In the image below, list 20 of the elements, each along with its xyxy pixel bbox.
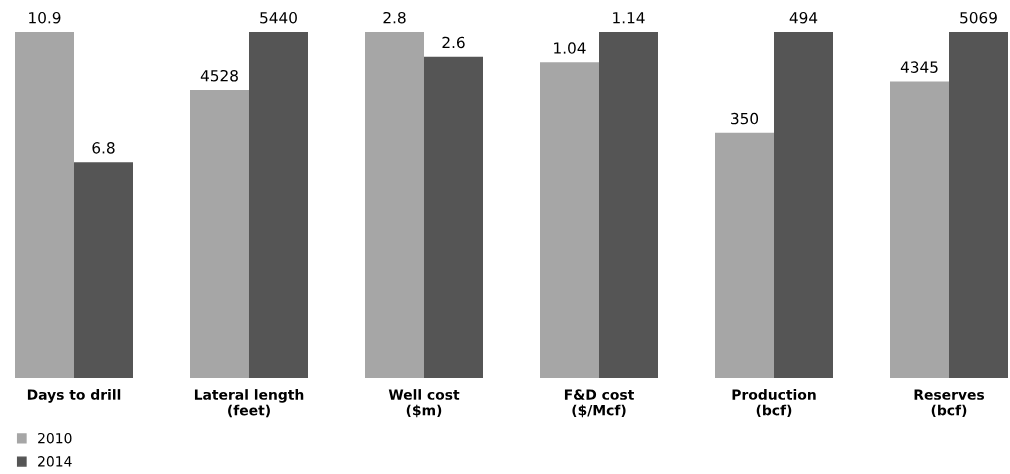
data-label: 5069 [960, 11, 997, 24]
data-label: 350 [731, 112, 759, 125]
x-tick-label: Well cost ($m) [388, 389, 460, 418]
x-tick-label: F&D cost ($/Mcf) [564, 389, 634, 418]
data-label: 10.9 [29, 11, 61, 24]
data-label: 4528 [200, 69, 238, 82]
data-label: 4345 [900, 61, 938, 73]
x-tick-label: Days to drill [27, 389, 121, 403]
x-tick-label: Reserves (bcf) [914, 389, 985, 418]
legend-label: 2010 [38, 432, 72, 444]
data-label: 2.6 [442, 36, 465, 49]
data-label: 494 [789, 11, 818, 24]
data-label: 1.04 [554, 42, 586, 54]
x-tick-label: Production (bcf) [732, 389, 816, 418]
legend-label: 2014 [38, 456, 72, 467]
data-label: 5440 [260, 11, 297, 24]
data-label: 6.8 [92, 142, 115, 154]
data-label: 2.8 [383, 11, 406, 24]
x-tick-label: Lateral length (feet) [194, 389, 304, 418]
data-label: 1.14 [613, 12, 645, 24]
